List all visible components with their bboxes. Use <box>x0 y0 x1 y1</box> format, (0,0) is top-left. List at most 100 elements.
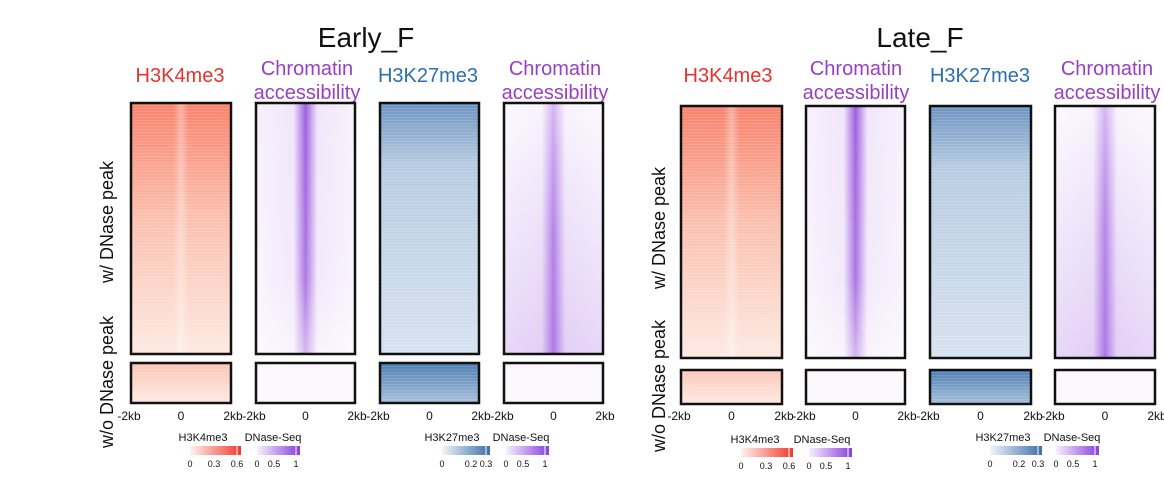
panel-late: Late_F w/ DNase peak w/o DNase peak H3K4me3… <box>649 22 1164 471</box>
x-tick-label: 0 <box>426 409 433 423</box>
x-tick-label: -2kb <box>366 409 390 423</box>
legend-tick: 0.5 <box>1067 459 1080 469</box>
x-tick-label: -2kb <box>1041 409 1065 423</box>
legend-tick: 1 <box>1092 459 1097 469</box>
heatmap-h3k27me3-with-peak <box>928 104 1033 360</box>
legend-3: DNase-Seq 0 0.5 1 <box>493 432 550 469</box>
track-header-dnase1-line2: accessibility <box>803 82 910 104</box>
legend-tick: 0 <box>1053 459 1058 469</box>
x-tick-label: 2kb <box>347 409 367 423</box>
legend-title: H3K27me3 <box>424 432 479 444</box>
legend-tick: 0 <box>987 459 992 469</box>
x-tick-label: 0 <box>178 409 185 423</box>
heatmap-dnase2-without-peak <box>502 361 605 405</box>
x-tick-label: -2kb <box>792 409 816 423</box>
legend-tick: 0.6 <box>231 459 244 469</box>
track-header-dnase2-line1: Chromatin <box>1061 58 1153 80</box>
x-tick-label: 0 <box>1102 409 1109 423</box>
heatmap-h3k4me3-with-peak <box>129 101 233 356</box>
legend-tick: 0 <box>187 459 192 469</box>
legend-title: H3K4me3 <box>179 432 228 444</box>
legend-color-key <box>741 448 793 457</box>
x-tick-label: -2kb <box>242 409 266 423</box>
legend-color-key <box>809 448 852 457</box>
x-tick-label: 0 <box>550 409 557 423</box>
x-tick-label: 2kb <box>1147 409 1164 423</box>
heatmap-dnase1-without-peak <box>804 368 907 406</box>
x-tick-label: 2kb <box>1023 409 1043 423</box>
x-tick-label: -2kb <box>667 409 691 423</box>
legend-0: H3K4me3 0 0.3 0.6 <box>179 432 244 469</box>
legend-tick: 0.2 <box>1013 459 1026 469</box>
legend-title: DNase-Seq <box>794 434 851 446</box>
legend-tick: 0.5 <box>268 459 281 469</box>
legend-tick: 0 <box>254 459 259 469</box>
legend-title: DNase-Seq <box>493 432 550 444</box>
track-header-dnase1-line1: Chromatin <box>261 58 353 80</box>
x-tick-label: 2kb <box>223 409 243 423</box>
legend-color-key <box>1056 446 1099 455</box>
heatmap-h3k4me3-without-peak <box>129 361 233 405</box>
legend-tick: 0 <box>439 459 444 469</box>
legend-tick: 0 <box>738 461 743 471</box>
legend-title: DNase-Seq <box>1044 432 1101 444</box>
heatmap-h3k4me3-with-peak <box>679 104 784 360</box>
row-label-with-peak: w/ DNase peak <box>649 166 669 290</box>
legend-color-key <box>506 446 549 455</box>
row-label-without-peak: w/o DNase peak <box>649 319 669 453</box>
track-header-h3k27me3: H3K27me3 <box>930 65 1030 87</box>
heatmap-h3k27me3-with-peak <box>378 101 481 356</box>
heatmap-h3k27me3-without-peak <box>928 368 1033 406</box>
legend-tick: 0 <box>806 461 811 471</box>
panel-title: Early_F <box>318 22 414 53</box>
legend-tick: 1 <box>293 459 298 469</box>
x-tick-label: 0 <box>977 409 984 423</box>
legend-tick: 0.2 <box>465 459 478 469</box>
x-tick-label: -2kb <box>490 409 514 423</box>
legend-tick: 1 <box>845 461 850 471</box>
legend-tick: 0.5 <box>517 459 530 469</box>
track-header-dnase2-line1: Chromatin <box>509 58 601 80</box>
track-header-h3k4me3: H3K4me3 <box>136 65 225 87</box>
track-header-dnase1-line2: accessibility <box>254 82 361 104</box>
x-tick-label: 2kb <box>471 409 491 423</box>
legend-1: DNase-Seq 0 0.5 1 <box>245 432 302 469</box>
legend-title: H3K4me3 <box>731 434 780 446</box>
track-header-h3k4me3: H3K4me3 <box>684 65 773 87</box>
legend-title: H3K27me3 <box>975 432 1030 444</box>
legend-color-key <box>990 446 1042 455</box>
legend-3: DNase-Seq 0 0.5 1 <box>1044 432 1101 469</box>
x-tick-label: -2kb <box>117 409 141 423</box>
heatmap-dnase2-without-peak <box>1053 368 1157 406</box>
heatmap-h3k27me3-without-peak <box>378 361 481 405</box>
track-header-dnase2-line2: accessibility <box>502 82 609 104</box>
x-tick-label: 2kb <box>595 409 615 423</box>
legend-color-key <box>442 446 490 455</box>
legend-tick: 0.3 <box>1032 459 1045 469</box>
heatmap-dnase1-without-peak <box>254 361 357 405</box>
legend-tick: 0.6 <box>783 461 796 471</box>
legend-color-key <box>190 446 241 455</box>
legend-tick: 0.3 <box>208 459 221 469</box>
legend-tick: 0.5 <box>820 461 833 471</box>
legend-tick: 0.3 <box>480 459 493 469</box>
panel-title: Late_F <box>876 22 963 53</box>
heatmap-dnase2-with-peak <box>502 101 605 356</box>
legend-tick: 0 <box>503 459 508 469</box>
track-header-h3k27me3: H3K27me3 <box>378 65 478 87</box>
track-header-dnase1-line1: Chromatin <box>810 58 902 80</box>
legend-color-key <box>257 446 300 455</box>
legend-tick: 1 <box>542 459 547 469</box>
legend-1: DNase-Seq 0 0.5 1 <box>794 434 852 471</box>
legend-2: H3K27me3 0 0.2 0.3 <box>975 432 1044 469</box>
x-tick-label: -2kb <box>916 409 940 423</box>
legend-0: H3K4me3 0 0.3 0.6 <box>731 434 796 471</box>
track-header-dnase2-line2: accessibility <box>1054 82 1161 104</box>
x-tick-label: 0 <box>302 409 309 423</box>
heatmap-dnase1-with-peak <box>804 104 907 360</box>
legend-tick: 0.3 <box>760 461 773 471</box>
heatmap-dnase2-with-peak <box>1053 104 1157 360</box>
panel-early: Early_F w/ DNase peak w/o DNase peak H3K4me… <box>97 22 615 469</box>
legend-title: DNase-Seq <box>245 432 302 444</box>
